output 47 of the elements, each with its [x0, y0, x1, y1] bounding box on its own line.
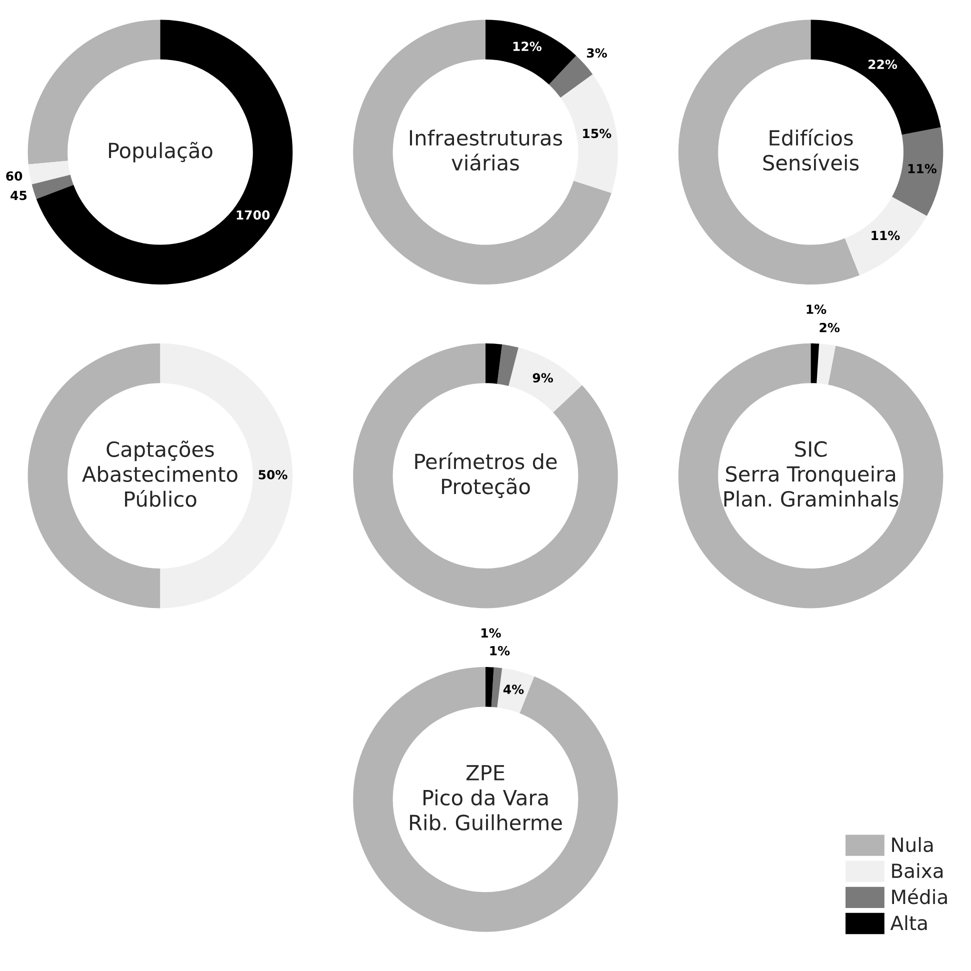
donut-slice: [28, 160, 70, 184]
data-label: 1%: [482, 628, 501, 638]
donut-slice: [810, 343, 820, 384]
donut-slice: [508, 348, 582, 412]
text: Perímetros de Proteção: [415, 452, 557, 498]
data-label: 11%: [908, 164, 937, 174]
text: População: [109, 142, 212, 162]
text: SIC Serra Tronqueira Plan. Graminhals: [724, 441, 898, 507]
legend-label: Baixa: [892, 863, 943, 878]
text: ZPE Pico da Vara Rib. Guilherme: [410, 765, 562, 830]
donut-slice: [678, 343, 944, 608]
donut-slice: [491, 667, 502, 708]
donut-slice: [486, 343, 502, 384]
donut-slice: [816, 344, 836, 385]
data-label: 9%: [532, 373, 554, 383]
data-label: 2%: [820, 322, 840, 332]
donut-slice: [353, 343, 618, 608]
donut-slice: [486, 667, 494, 707]
data-label: 15%: [583, 128, 612, 138]
donut-slice: [497, 668, 534, 714]
data-label: 45: [10, 190, 27, 200]
donut-slice: [497, 344, 518, 386]
data-label: 1700: [236, 210, 270, 220]
data-label: 11%: [872, 230, 900, 240]
donut-slice: [353, 20, 612, 285]
data-label: 1%: [490, 646, 510, 656]
data-label: 50%: [258, 470, 288, 480]
data-label: 1%: [806, 304, 826, 314]
data-label: 4%: [503, 684, 524, 694]
donut-slice: [892, 127, 944, 216]
legend-label: Nula: [892, 837, 933, 852]
legend-label: Média: [892, 888, 947, 904]
legend-label: Alta: [890, 915, 927, 930]
data-label: 12%: [513, 42, 542, 52]
text: Captações Abastecimento Público: [82, 440, 238, 507]
donut-slice: [678, 20, 860, 285]
donut-slice: [486, 20, 576, 85]
data-label: 22%: [868, 60, 898, 70]
donut-slice: [844, 196, 927, 276]
data-label: 60: [6, 171, 22, 181]
text: Infraestruturas viárias: [410, 130, 562, 171]
donut-slice: [353, 667, 618, 932]
data-label: 3%: [586, 48, 607, 58]
donut-slice: [36, 20, 293, 285]
donut-slice: [560, 74, 618, 194]
text: Edifícios Sensíveis: [763, 128, 859, 171]
donut-slice: [32, 174, 74, 199]
